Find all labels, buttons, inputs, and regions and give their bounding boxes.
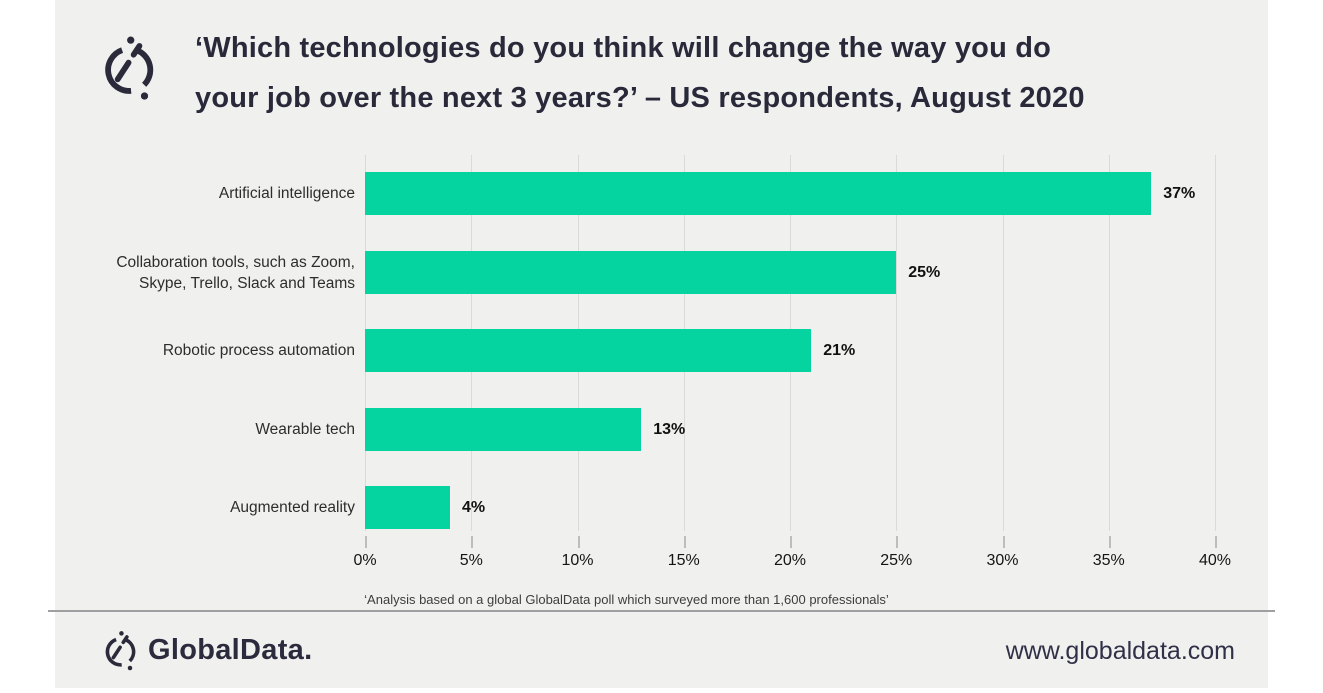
website-url: www.globaldata.com	[1005, 637, 1235, 665]
category-label: Augmented reality	[230, 499, 355, 516]
x-tick-label: 35%	[1092, 552, 1125, 569]
x-axis-labels: 0% 5% 10% 15% 20% 25% 30% 35% 40%	[353, 552, 1231, 574]
value-label: 37%	[1163, 184, 1196, 202]
bar	[365, 251, 897, 294]
x-tick-label: 5%	[459, 552, 483, 569]
footer-brand: GlobalData.	[103, 629, 312, 671]
gridline	[1002, 155, 1004, 531]
bar-row-artificial-intelligence: Artificial intelligence 37%	[55, 172, 1268, 215]
bar	[365, 329, 812, 372]
value-label: 21%	[823, 341, 856, 359]
chart-panel: ‘Which technologies do you think will ch…	[55, 0, 1268, 688]
category-label: Robotic process automation	[162, 342, 355, 359]
x-tick-label: 25%	[880, 552, 913, 569]
bar-track: 4%	[365, 486, 1215, 529]
bar-track: 37%	[365, 172, 1215, 215]
category-label: Artificial intelligence	[218, 185, 355, 202]
tick-mark	[365, 536, 367, 548]
bar-row-robotic-process-automation: Robotic process automation 21%	[55, 329, 1268, 372]
bar-row-augmented-reality: Augmented reality 4%	[55, 486, 1268, 529]
x-axis-ticks	[365, 536, 1217, 548]
x-tick-label: 40%	[1198, 552, 1232, 569]
category-label: Wearable tech	[255, 421, 355, 438]
x-tick-label: 20%	[773, 552, 807, 569]
bar-row-collaboration-tools: Collaboration tools, such as Zoom, Skype…	[55, 251, 1268, 294]
x-tick-label: 0%	[353, 552, 377, 569]
bar	[365, 172, 1152, 215]
x-tick-label: 15%	[667, 552, 700, 569]
bar	[365, 408, 642, 451]
bar-track: 25%	[365, 251, 1215, 294]
x-tick-label: 30%	[986, 552, 1019, 569]
tick-mark	[790, 536, 792, 548]
gridline	[1215, 155, 1216, 531]
x-tick-label: 10%	[561, 552, 594, 569]
bar-row-wearable-tech: Wearable tech 13%	[55, 408, 1268, 451]
category-label: Collaboration tools, such as Zoom, Skype…	[116, 253, 355, 292]
bar	[365, 486, 450, 529]
tick-mark	[683, 536, 686, 548]
globaldata-globe-icon	[105, 36, 154, 100]
tick-mark	[471, 536, 474, 548]
tick-mark	[577, 536, 580, 548]
value-label: 25%	[908, 263, 941, 281]
tick-mark	[1002, 536, 1005, 548]
brand-wordmark: GlobalData.	[148, 633, 313, 666]
gridline	[896, 155, 898, 531]
footer-divider	[48, 610, 1275, 612]
bar-track: 13%	[365, 408, 1215, 451]
chart-title: ‘Which technologies do you think will ch…	[195, 32, 1085, 114]
tick-mark	[1108, 536, 1111, 548]
source-footnote: ‘Analysis based on a global GlobalData p…	[364, 592, 889, 607]
value-label: 4%	[462, 498, 486, 516]
bar-track: 21%	[365, 329, 1215, 372]
tick-mark	[1215, 536, 1217, 548]
tick-mark	[896, 536, 899, 548]
gridline	[1108, 155, 1110, 531]
value-label: 13%	[653, 420, 686, 438]
globaldata-globe-icon	[105, 631, 136, 671]
